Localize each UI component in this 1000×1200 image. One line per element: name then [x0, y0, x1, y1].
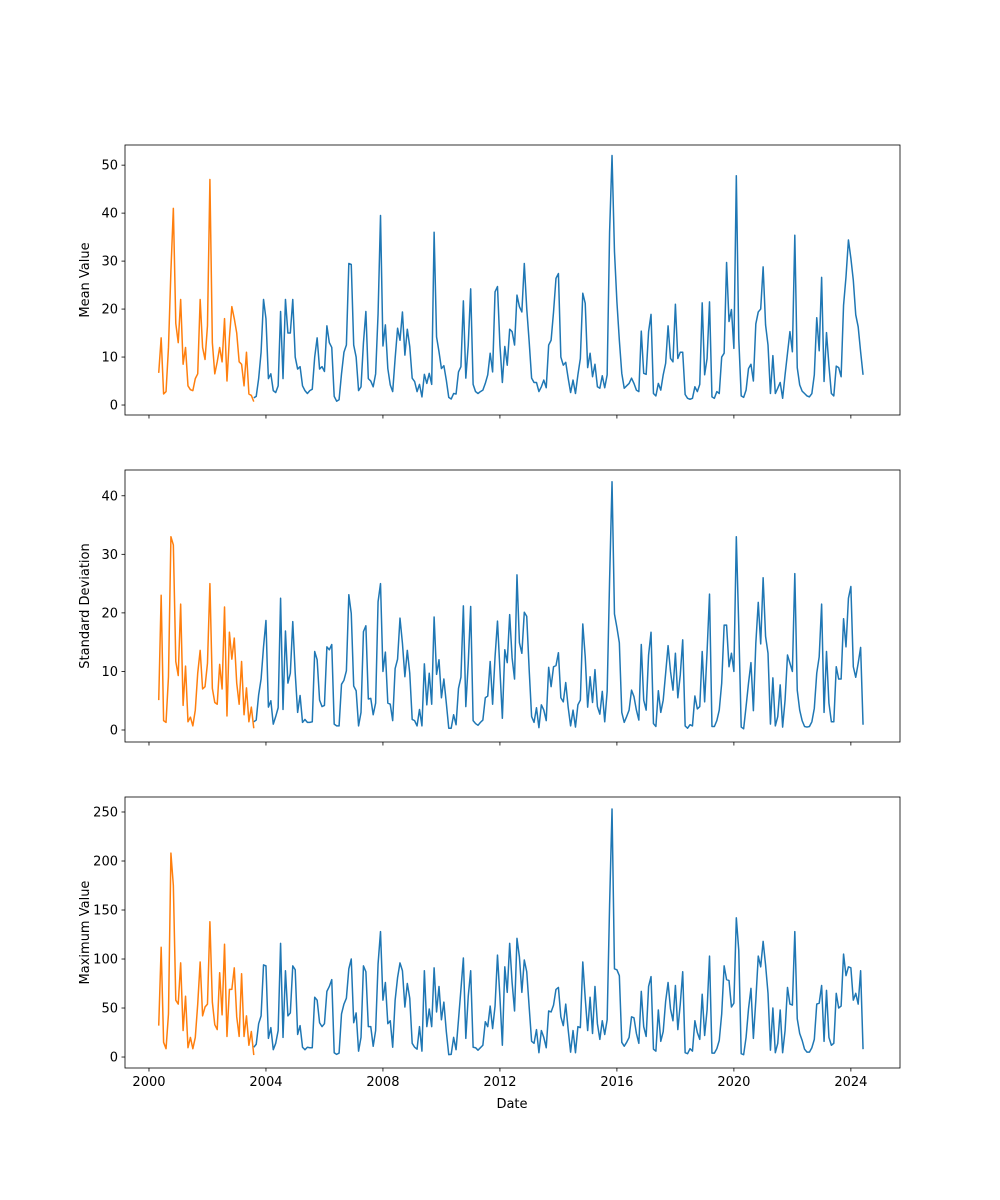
y-tick-label: 0: [110, 723, 118, 738]
y-tick-label: 20: [101, 303, 118, 318]
x-tick-label: 2020: [717, 1075, 750, 1090]
y-tick-label: 150: [93, 904, 118, 919]
series-line-blue: [253, 480, 864, 730]
y-tick-label: 0: [110, 399, 118, 414]
y-tick-label: 0: [110, 1051, 118, 1066]
y-tick-label: 50: [101, 1002, 118, 1017]
subplot-1: 0 10 20 30 40 50 Mean Value: [78, 144, 901, 419]
x-tick-label: 2000: [132, 1075, 165, 1090]
subplots: 0 10 20 30 40 50 Mean Value 0 10 20 30 40 Standard D…: [78, 144, 901, 1090]
y-tick-label: 100: [93, 953, 118, 968]
axes-frame: [124, 796, 901, 1069]
axes-frame: [124, 144, 901, 416]
series-line-orange: [157, 178, 255, 402]
y-axis-label: Maximum Value: [78, 881, 93, 985]
x-tick-label: 2016: [600, 1075, 633, 1090]
x-tick-label: 2008: [366, 1075, 399, 1090]
subplot-2: 0 10 20 30 40 Standard Deviation: [78, 469, 901, 746]
y-axis-label: Mean Value: [78, 242, 93, 317]
series-line-orange: [157, 536, 255, 729]
y-tick-label: 30: [101, 548, 118, 563]
subplot-3: 0 50 100 150 200 250 2000 2004 2008 2012 2016 2020 2…: [78, 796, 901, 1090]
x-tick-label: 2004: [249, 1075, 282, 1090]
series-line-orange: [157, 852, 255, 1056]
series-line-blue: [253, 154, 864, 402]
y-tick-label: 50: [101, 159, 118, 174]
x-tick-label: 2012: [483, 1075, 516, 1090]
y-tick-label: 40: [101, 207, 118, 222]
y-tick-label: 250: [93, 805, 118, 820]
series-line-blue: [253, 808, 864, 1056]
y-tick-label: 40: [101, 489, 118, 504]
y-tick-label: 10: [101, 665, 118, 680]
x-tick-label: 2024: [834, 1075, 867, 1090]
y-tick-label: 10: [101, 351, 118, 366]
axes-frame: [124, 469, 901, 743]
y-axis-label: Standard Deviation: [78, 543, 93, 668]
x-axis-label: Date: [496, 1097, 527, 1112]
y-tick-label: 30: [101, 255, 118, 270]
y-tick-label: 20: [101, 606, 118, 621]
y-tick-label: 200: [93, 855, 118, 870]
